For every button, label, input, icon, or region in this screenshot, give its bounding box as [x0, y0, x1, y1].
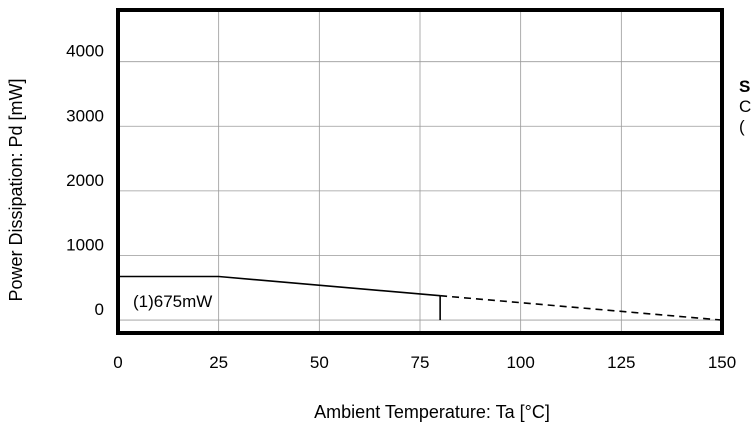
plot-frame	[116, 8, 724, 335]
x-tick-label: 25	[209, 353, 228, 372]
side-panel-line-1: C	[739, 97, 751, 116]
x-tick-labels: 0 25 50 75 100 125 150	[113, 353, 736, 372]
y-tick-label: 0	[95, 300, 104, 319]
y-tick-label: 1000	[66, 235, 104, 254]
side-panel-title: S	[739, 77, 750, 96]
x-axis-label: Ambient Temperature: Ta [°C]	[314, 402, 550, 422]
series-line-1	[118, 275, 441, 297]
x-tick-label: 75	[411, 353, 430, 372]
series-lines	[118, 275, 723, 321]
x-tick-label: 125	[607, 353, 635, 372]
annotation-label: (1)675mW	[133, 292, 212, 311]
x-tick-label: 100	[506, 353, 534, 372]
y-tick-label: 3000	[66, 106, 104, 125]
side-panel-line-2: (	[739, 117, 745, 136]
y-tick-label: 2000	[66, 171, 104, 190]
x-tick-label: 150	[708, 353, 736, 372]
y-tick-label: 4000	[66, 42, 104, 61]
y-tick-labels: 0 1000 2000 3000 4000	[66, 42, 104, 319]
y-axis-label: Power Dissipation: Pd [mW]	[6, 78, 26, 301]
grid-lines	[118, 10, 722, 333]
x-tick-label: 50	[310, 353, 329, 372]
series-line-2	[440, 294, 723, 321]
x-tick-label: 0	[113, 353, 122, 372]
